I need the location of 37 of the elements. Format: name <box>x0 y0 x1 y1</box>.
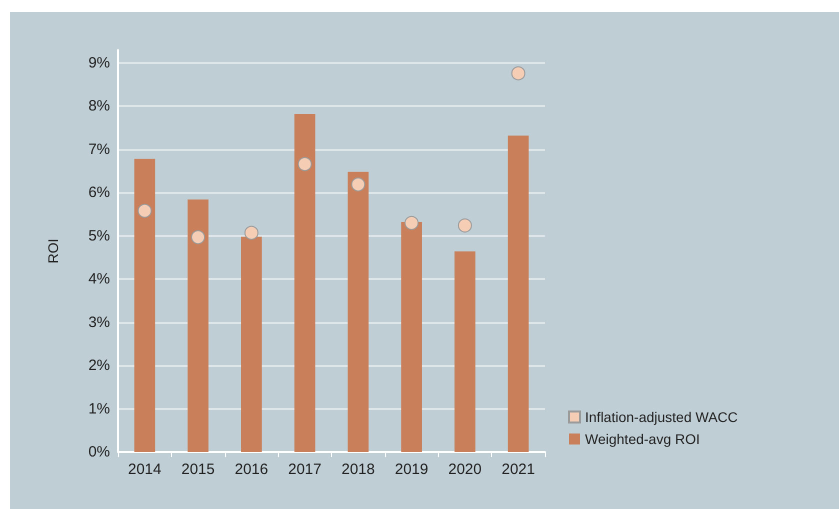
bar <box>241 236 262 452</box>
point <box>298 157 312 172</box>
x-tick-label: 2018 <box>342 461 375 478</box>
y-tick-label: 8% <box>88 98 110 115</box>
y-tick-label: 6% <box>88 184 110 202</box>
bar <box>508 136 529 452</box>
y-tick-label: 7% <box>88 140 110 158</box>
point <box>458 218 472 232</box>
bar <box>294 114 316 452</box>
x-tick-label: 2019 <box>394 461 428 478</box>
bar <box>454 251 476 452</box>
x-tick-label: 2021 <box>502 461 535 478</box>
bar <box>134 158 156 452</box>
y-tick-label: 3% <box>88 314 110 331</box>
y-axis-title: ROI <box>45 238 61 264</box>
y-tick-label: 9% <box>88 54 110 72</box>
y-tick-label: 4% <box>88 270 110 288</box>
point <box>244 226 258 240</box>
point <box>191 230 206 244</box>
y-tick-label: 5% <box>88 227 110 244</box>
x-tick-label: 2017 <box>288 461 322 478</box>
legend-label: Weighted-avg ROI <box>585 431 700 447</box>
point <box>404 216 419 230</box>
point <box>351 177 366 192</box>
x-tick-label: 2014 <box>128 461 162 478</box>
y-tick-label: 0% <box>88 444 110 460</box>
x-tick-label: 2020 <box>448 461 482 478</box>
bar <box>188 200 208 452</box>
point <box>138 204 152 218</box>
x-tick-label: 2016 <box>234 461 268 478</box>
x-tick-label: 2015 <box>181 461 215 478</box>
point <box>511 66 526 80</box>
y-tick-label: 2% <box>88 357 110 374</box>
bar <box>348 172 369 452</box>
legend-label: Inflation-adjusted WACC <box>585 409 738 425</box>
y-tick-label: 1% <box>88 400 110 418</box>
bar <box>401 222 422 452</box>
